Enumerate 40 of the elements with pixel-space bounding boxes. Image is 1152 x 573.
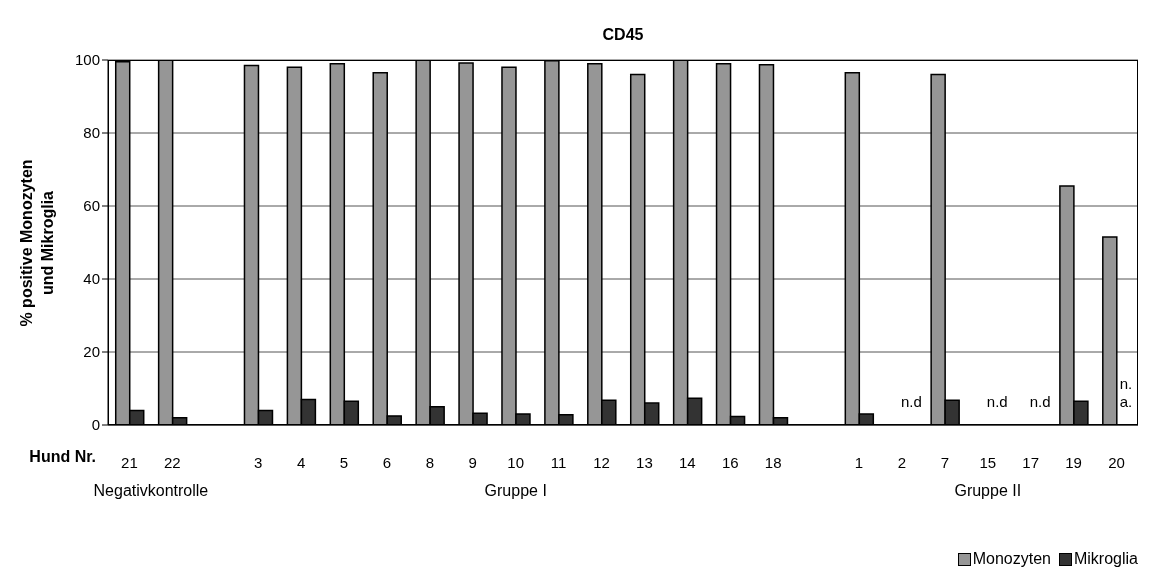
y-tick-label: 0 [91, 416, 100, 434]
annotation: n.a. [1119, 375, 1133, 411]
x-tick-label: 15 [979, 453, 997, 471]
x-tick-label: 2 [897, 453, 907, 471]
y-tick-label: 60 [83, 197, 100, 215]
x-tick-label: 20 [1108, 453, 1125, 471]
x-tick-label: 13 [636, 453, 653, 471]
x-tick-label: 12 [593, 453, 610, 471]
y-axis-title: % positive Monozyten und Mikroglia [17, 157, 57, 329]
x-tick-label: 8 [425, 453, 435, 471]
x-tick-label: 7 [940, 453, 950, 471]
x-tick-label: 5 [339, 453, 349, 471]
text: Gruppe II [954, 482, 1022, 500]
text: Gruppe I [484, 482, 547, 500]
annotation: n.d [900, 393, 922, 411]
x-tick-label: 14 [679, 453, 696, 471]
y-tick-label: 40 [83, 270, 100, 288]
legend-label: Mikroglia [1073, 550, 1138, 568]
y-tick-label: 100 [74, 51, 100, 69]
x-tick-label: 11 [550, 453, 567, 471]
x-tick-label: 10 [507, 453, 525, 471]
x-tick-label: 4 [296, 453, 306, 471]
x-tick-label: 19 [1065, 453, 1082, 471]
x-tick-label: 17 [1022, 453, 1040, 471]
x-tick-label: 16 [721, 453, 739, 471]
y-tick-label: 20 [83, 343, 100, 361]
x-tick-label: 3 [254, 453, 263, 471]
annotation: n.d [986, 393, 1008, 411]
x-tick-label: 1 [854, 453, 864, 471]
legend-label: Monozyten [972, 550, 1051, 568]
chart-title: CD45 [601, 26, 645, 44]
text: Negativkontrolle [93, 482, 209, 500]
x-tick-label: 6 [382, 453, 392, 471]
annotation: n.d [1029, 393, 1051, 411]
x-axis-title: Hund Nr. [29, 448, 96, 466]
x-tick-label: 18 [764, 453, 782, 471]
x-tick-label: 22 [164, 453, 181, 471]
x-tick-label: 21 [121, 453, 138, 471]
x-tick-label: 9 [468, 453, 477, 471]
y-tick-label: 80 [83, 124, 100, 142]
